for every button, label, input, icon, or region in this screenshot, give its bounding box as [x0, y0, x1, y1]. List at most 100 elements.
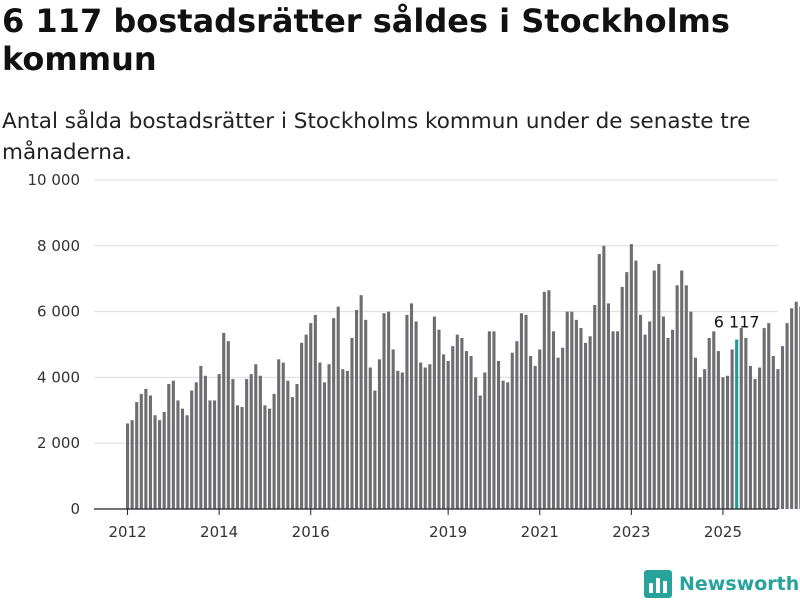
bar — [584, 342, 588, 509]
bar — [451, 346, 455, 509]
bar — [322, 382, 327, 509]
bar — [748, 365, 752, 509]
bar — [510, 352, 514, 509]
bar — [707, 337, 711, 509]
bar — [332, 318, 336, 509]
bar — [400, 372, 404, 509]
bar — [657, 263, 661, 509]
bar — [515, 341, 519, 509]
y-tick-label: 2 000 — [37, 434, 80, 452]
chart-subtitle: Antal sålda bostadsrätter i Stockholms k… — [2, 109, 751, 165]
bar — [345, 370, 349, 509]
bar — [235, 405, 240, 509]
bar — [524, 314, 528, 509]
y-tick-label: 0 — [70, 500, 80, 518]
bar — [588, 336, 592, 509]
bar — [570, 311, 574, 509]
bar — [240, 407, 244, 509]
bar — [396, 370, 400, 509]
bar — [574, 319, 578, 509]
bar — [762, 328, 766, 509]
bar — [529, 356, 533, 509]
y-tick-label: 6 000 — [37, 303, 80, 321]
bar — [689, 311, 693, 509]
bar — [483, 372, 487, 509]
bar — [790, 308, 794, 509]
bar — [442, 354, 446, 509]
bar — [643, 334, 647, 509]
bar — [180, 408, 185, 509]
x-tick-label: 2019 — [429, 523, 467, 541]
bar — [222, 332, 226, 509]
bar — [703, 369, 707, 509]
bar — [652, 270, 656, 509]
bar — [355, 309, 359, 509]
bar — [474, 377, 478, 509]
bar — [194, 382, 198, 509]
bar — [249, 374, 253, 509]
bar — [267, 408, 272, 509]
bar — [419, 362, 423, 509]
bar — [213, 400, 217, 509]
bar — [776, 369, 780, 509]
bar — [538, 349, 542, 509]
bar — [336, 306, 340, 509]
bar — [281, 362, 285, 509]
bar — [506, 382, 510, 509]
labels: 0 2 000 4 000 6 000 8 000 10 000 2012 2014 2016 2… — [28, 171, 760, 541]
bar — [382, 313, 386, 509]
bar — [542, 291, 546, 509]
bar — [153, 415, 157, 509]
bar — [135, 402, 139, 509]
bar — [753, 379, 757, 509]
bars — [126, 244, 800, 510]
bar — [341, 369, 345, 509]
bar — [698, 377, 702, 509]
bar — [597, 254, 601, 509]
y-tick-label: 8 000 — [37, 237, 80, 255]
x-tick-label: 2025 — [704, 523, 742, 541]
bar — [744, 337, 748, 509]
bar — [368, 367, 372, 509]
bar — [771, 356, 775, 509]
highlight-bar — [735, 339, 739, 509]
bar — [245, 379, 249, 509]
bar — [428, 364, 432, 509]
bar — [272, 393, 276, 509]
bar — [680, 270, 684, 509]
bar — [561, 347, 565, 509]
x-tick-label: 2014 — [200, 523, 238, 541]
bar — [611, 331, 615, 509]
bar — [606, 303, 610, 509]
bar — [684, 285, 688, 509]
bar — [350, 337, 354, 509]
bar-chart-logo-icon — [644, 570, 672, 598]
y-tick-label: 4 000 — [37, 368, 80, 386]
bar — [231, 379, 235, 509]
bar — [693, 357, 698, 509]
bar — [295, 383, 299, 509]
bar — [519, 313, 523, 509]
bar — [304, 334, 308, 509]
x-tick-label: 2012 — [108, 523, 146, 541]
y-tick-label: 10 000 — [28, 171, 81, 189]
bar — [648, 321, 652, 509]
bar — [780, 346, 785, 509]
bar — [758, 367, 762, 509]
bar — [290, 397, 294, 509]
bar — [460, 337, 464, 509]
bar — [327, 364, 331, 509]
bar — [144, 388, 148, 509]
newsworthy-logo[interactable]: Newsworthy — [644, 568, 800, 600]
bar — [616, 331, 620, 509]
bar — [208, 400, 212, 509]
bar — [309, 323, 313, 509]
bar — [496, 360, 501, 509]
bar — [593, 305, 597, 509]
bar — [167, 383, 171, 509]
chart-title: 6 117 bostadsrätter såldes i Stockholms … — [2, 2, 730, 78]
bar — [286, 380, 290, 509]
bar — [547, 290, 551, 509]
bar — [634, 260, 638, 509]
